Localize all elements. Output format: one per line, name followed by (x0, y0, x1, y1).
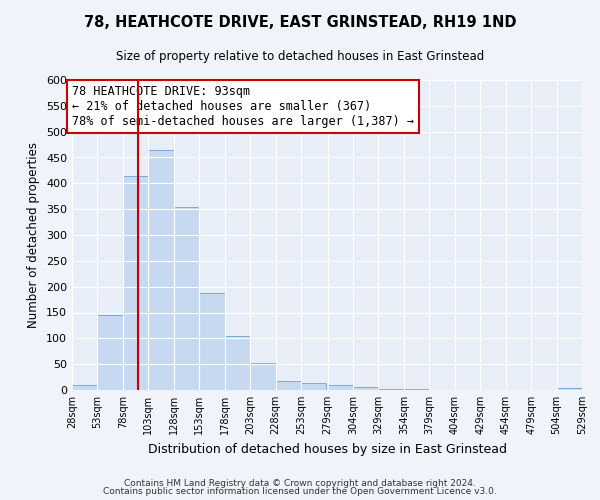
Text: 78 HEATHCOTE DRIVE: 93sqm
← 21% of detached houses are smaller (367)
78% of semi: 78 HEATHCOTE DRIVE: 93sqm ← 21% of detac… (72, 85, 414, 128)
Bar (224, 336, 250, 390)
Bar (301, 383, 326, 390)
Bar (557, 388, 582, 390)
Bar (148, 150, 174, 390)
Bar (379, 389, 404, 390)
Bar (275, 380, 301, 390)
Bar (72, 385, 97, 390)
Bar (328, 385, 353, 390)
X-axis label: Distribution of detached houses by size in East Grinstead: Distribution of detached houses by size … (148, 442, 506, 456)
Bar (174, 206, 199, 390)
Bar (97, 315, 123, 390)
Text: Size of property relative to detached houses in East Grinstead: Size of property relative to detached ho… (116, 50, 484, 63)
Bar (250, 362, 275, 390)
Text: Contains HM Land Registry data © Crown copyright and database right 2024.: Contains HM Land Registry data © Crown c… (124, 478, 476, 488)
Bar (123, 176, 148, 390)
Bar (353, 388, 379, 390)
Text: 78, HEATHCOTE DRIVE, EAST GRINSTEAD, RH19 1ND: 78, HEATHCOTE DRIVE, EAST GRINSTEAD, RH1… (84, 15, 516, 30)
Text: Contains public sector information licensed under the Open Government Licence v3: Contains public sector information licen… (103, 487, 497, 496)
Y-axis label: Number of detached properties: Number of detached properties (28, 142, 40, 328)
Bar (199, 293, 224, 390)
